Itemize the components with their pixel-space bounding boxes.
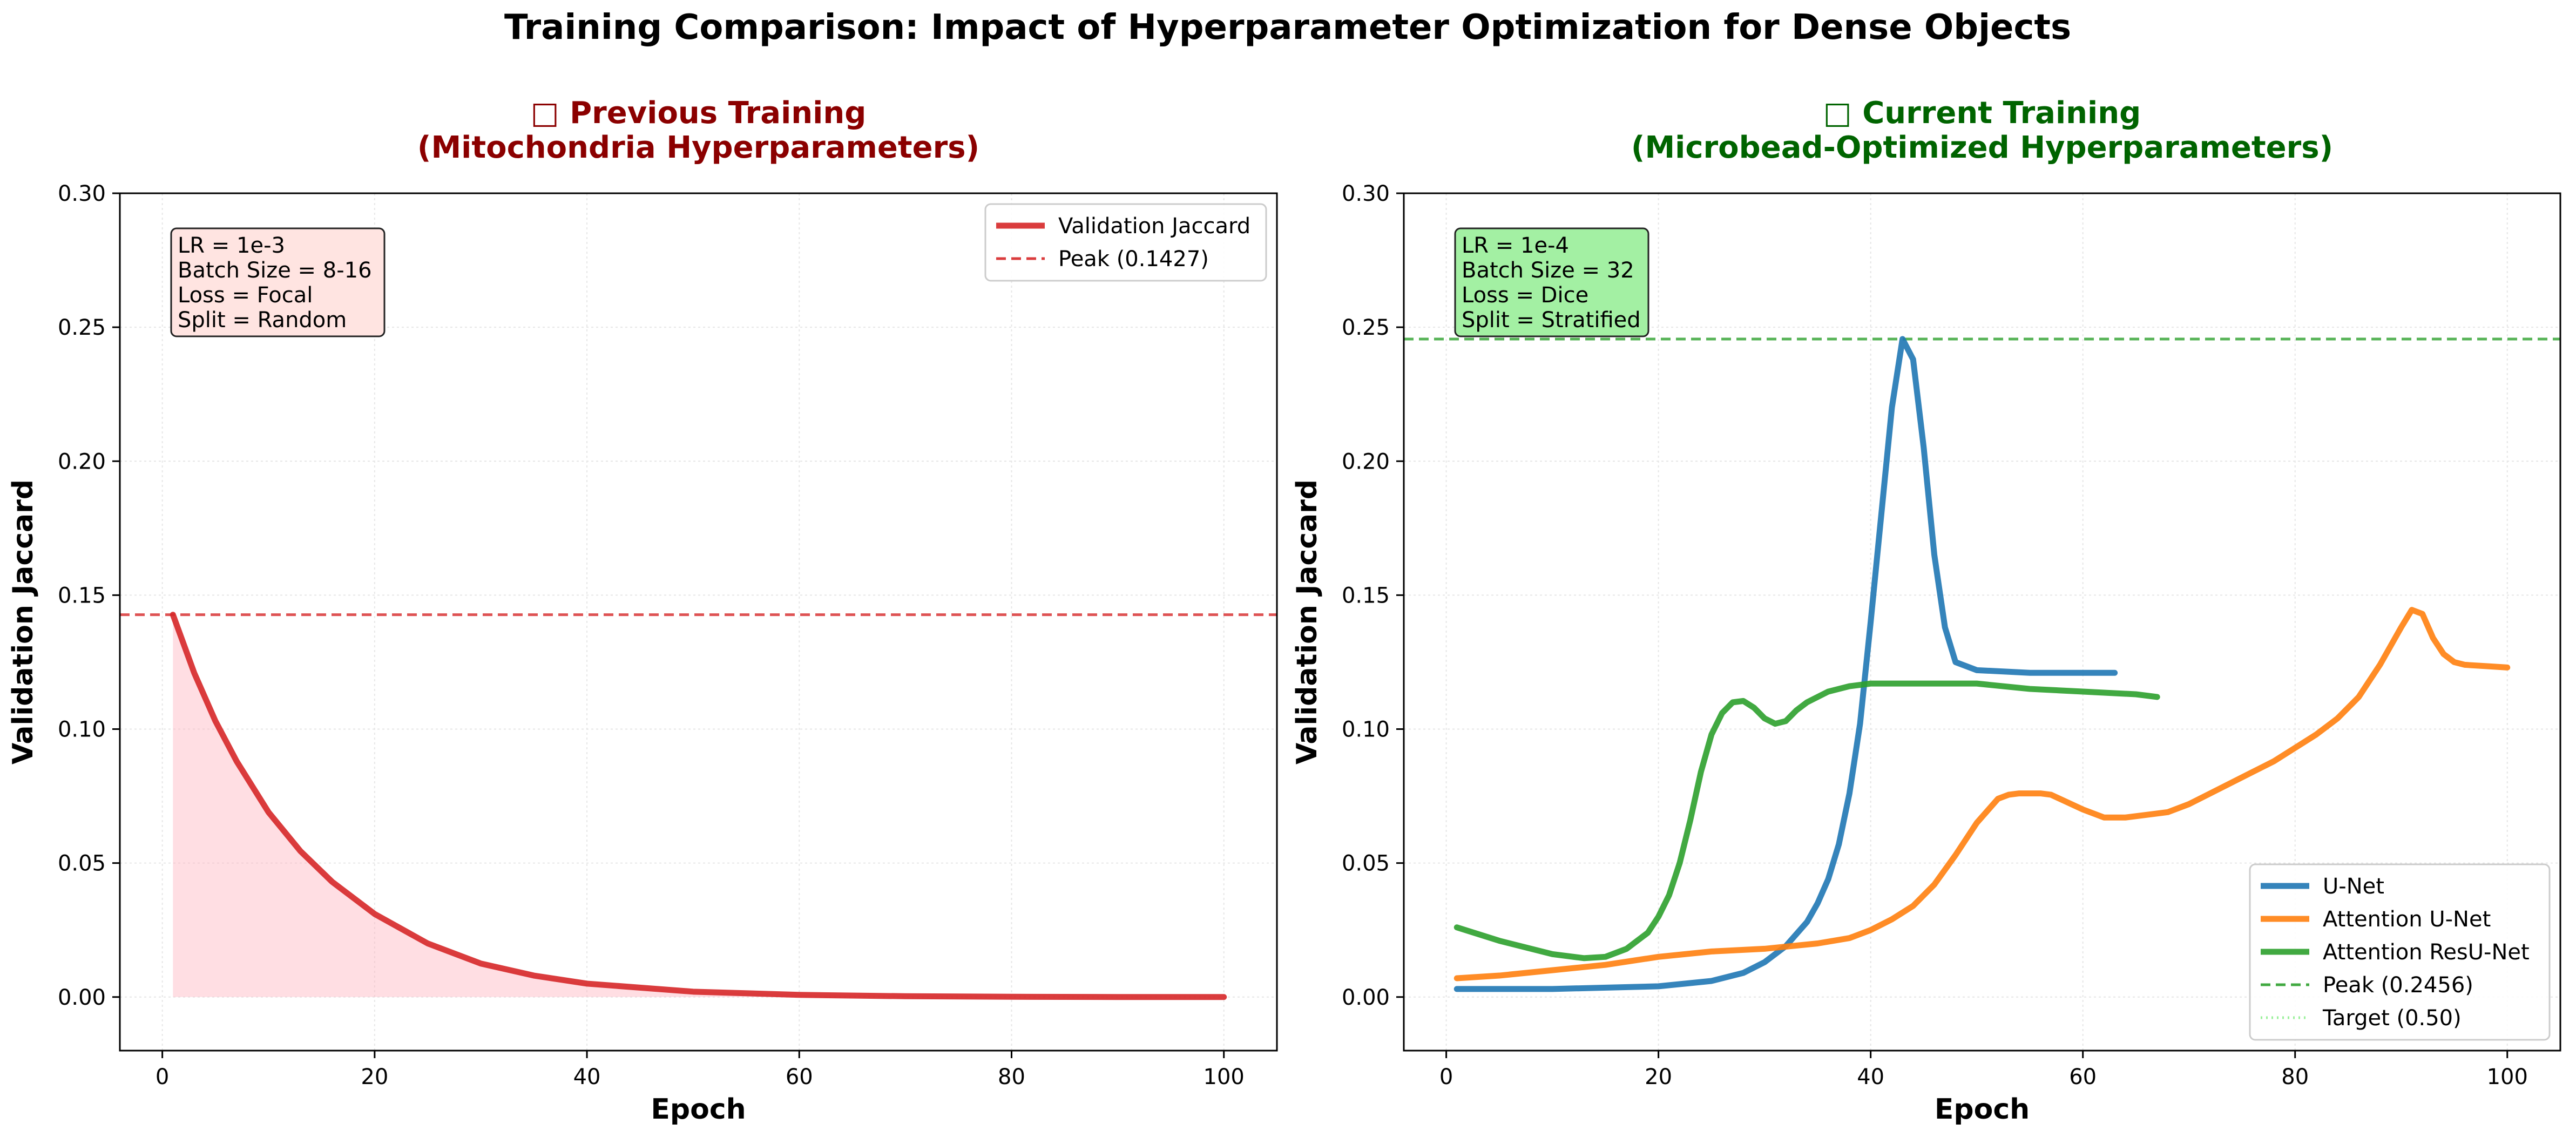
x-axis-label: Epoch [1935, 1093, 2030, 1126]
panel-title: □ Current Training [1823, 96, 2141, 131]
y-axis-label: Validation Jaccard [1291, 479, 1323, 764]
y-tick-label: 0.30 [1342, 181, 1390, 206]
current-training-panel: □ Current Training(Microbead-Optimized H… [1291, 96, 2561, 1126]
legend-frame [984, 203, 1267, 282]
figure-title: Training Comparison: Impact of Hyperpara… [504, 8, 2071, 48]
y-tick-label: 0.30 [58, 181, 106, 206]
x-tick-label: 100 [2487, 1065, 2528, 1089]
series-fill [173, 614, 1224, 997]
x-tick-label: 60 [786, 1065, 813, 1089]
hyperparameter-line: LR = 1e-4 [1462, 233, 1569, 258]
series-line-validation-jaccard [170, 612, 1227, 1000]
panel-subtitle: (Mitochondria Hyperparameters) [417, 130, 979, 165]
legend-label-u-net: U-Net [2323, 874, 2384, 899]
legend-label-attention-resu-net: Attention ResU-Net [2323, 940, 2530, 965]
panel-title: □ Previous Training [531, 96, 867, 131]
legend: U-Net Attention U-Net Attention ResU-Net Pe… [2249, 863, 2551, 1041]
plot-area [120, 612, 1277, 1000]
y-tick-label: 0.15 [1342, 583, 1390, 608]
series-line-u-net [1453, 336, 2118, 992]
hyperparameter-box-frame [170, 227, 386, 337]
x-tick-label: 60 [2069, 1065, 2097, 1089]
axes-frame [119, 192, 1278, 1052]
y-axis-label: Validation Jaccard [7, 479, 39, 764]
axes-frame [1403, 192, 2561, 1052]
x-axis-label: Epoch [651, 1093, 746, 1126]
hyperparameter-line: Batch Size = 32 [1462, 258, 1634, 283]
hyperparameter-line: Split = Random [178, 308, 347, 333]
y-tick-label: 0.00 [58, 985, 106, 1010]
y-tick-label: 0.15 [58, 583, 106, 608]
hyperparameter-line: Batch Size = 8-16 [178, 258, 372, 283]
legend-label-peak-0-1427: Peak (0.1427) [1058, 247, 1209, 272]
x-tick-label: 80 [2281, 1065, 2309, 1089]
x-tick-label: 20 [361, 1065, 388, 1089]
legend-label-peak-0-2456: Peak (0.2456) [2323, 973, 2473, 998]
hyperparameter-line: Loss = Dice [1462, 283, 1588, 308]
legend: Validation Jaccard Peak (0.1427) [984, 203, 1267, 282]
y-tick-label: 0.00 [1342, 985, 1390, 1010]
x-tick-label: 0 [1439, 1065, 1453, 1089]
hyperparameter-line: Loss = Focal [178, 283, 313, 308]
legend-label-attention-u-net: Attention U-Net [2323, 907, 2491, 932]
y-tick-label: 0.25 [1342, 315, 1390, 340]
y-tick-label: 0.25 [58, 315, 106, 340]
x-tick-label: 0 [155, 1065, 169, 1089]
hyperparameter-box-frame [1454, 227, 1649, 337]
x-tick-label: 20 [1645, 1065, 1672, 1089]
panel-subtitle: (Microbead-Optimized Hyperparameters) [1631, 130, 2333, 165]
x-tick-label: 80 [998, 1065, 1025, 1089]
hyperparameter-line: Split = Stratified [1462, 308, 1641, 333]
y-tick-label: 0.05 [58, 851, 106, 876]
hyperparameter-line: LR = 1e-3 [178, 233, 285, 258]
x-tick-label: 100 [1204, 1065, 1245, 1089]
series-line-attention-u-net [1453, 607, 2511, 981]
legend-label-validation-jaccard: Validation Jaccard [1058, 214, 1250, 239]
previous-training-panel: □ Previous Training(Mitochondria Hyperpa… [7, 96, 1278, 1126]
x-tick-label: 40 [1857, 1065, 1884, 1089]
y-tick-label: 0.20 [58, 449, 106, 474]
y-tick-label: 0.10 [1342, 717, 1390, 742]
y-tick-label: 0.20 [1342, 449, 1390, 474]
y-tick-label: 0.10 [58, 717, 106, 742]
y-tick-label: 0.05 [1342, 851, 1390, 876]
legend-label-target-0-50: Target (0.50) [2322, 1006, 2462, 1031]
series-line-attention-resu-net [1453, 680, 2160, 962]
legend-frame [2249, 863, 2551, 1041]
x-tick-label: 40 [573, 1065, 601, 1089]
plot-area [1404, 336, 2560, 992]
